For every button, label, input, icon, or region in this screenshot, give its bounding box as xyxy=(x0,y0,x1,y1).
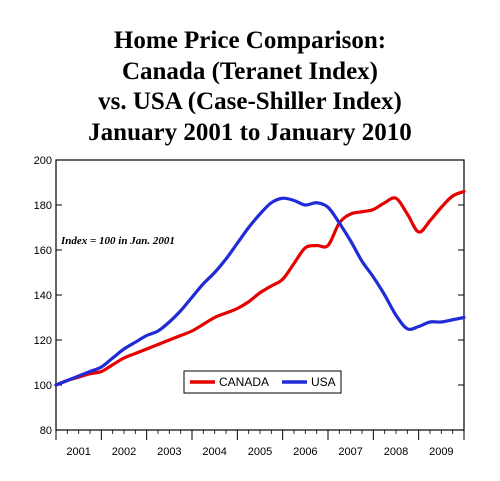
legend-label-canada: CANADA xyxy=(219,375,269,389)
legend-label-usa: USA xyxy=(311,375,336,389)
y-tick-label: 100 xyxy=(34,380,52,392)
series-line-usa xyxy=(54,196,466,387)
chart-annotation: Index = 100 in Jan. 2001 xyxy=(60,235,175,247)
x-tick-label: 2008 xyxy=(384,446,408,458)
x-tick-label: 2006 xyxy=(293,446,317,458)
series-group xyxy=(54,189,466,387)
y-tick-label: 140 xyxy=(34,290,52,302)
y-tick-label: 80 xyxy=(40,425,52,437)
x-tick-label: 2005 xyxy=(248,446,272,458)
series-line-canada xyxy=(54,189,466,387)
y-axis: 80 100 120 140 160 180 200 xyxy=(34,155,464,437)
x-tick-label: 2002 xyxy=(112,446,136,458)
title-line-3: vs. USA (Case-Shiller Index) xyxy=(98,88,402,115)
legend: CANADA USA xyxy=(183,370,342,394)
title-line-2: Canada (Teranet Index) xyxy=(121,57,379,85)
chart-title: Home Price Comparison: Canada (Teranet I… xyxy=(0,26,500,148)
x-tick-label: 2007 xyxy=(338,446,362,458)
x-tick-label: 2009 xyxy=(429,446,453,458)
y-tick-label: 200 xyxy=(34,155,52,167)
legend-box xyxy=(183,370,342,394)
x-tick-label: 2003 xyxy=(157,446,181,458)
y-tick-label: 160 xyxy=(34,245,52,257)
y-tick-label: 120 xyxy=(34,335,52,347)
x-axis: 2001 2002 2003 2004 2005 2006 2007 2008 2009 xyxy=(55,430,465,458)
title-line-4: January 2001 to January 2010 xyxy=(88,118,412,146)
x-tick-label: 2001 xyxy=(66,446,90,458)
x-tick-label: 2004 xyxy=(202,446,226,458)
title-line-1: Home Price Comparison: xyxy=(113,27,387,54)
y-tick-label: 180 xyxy=(34,200,52,212)
